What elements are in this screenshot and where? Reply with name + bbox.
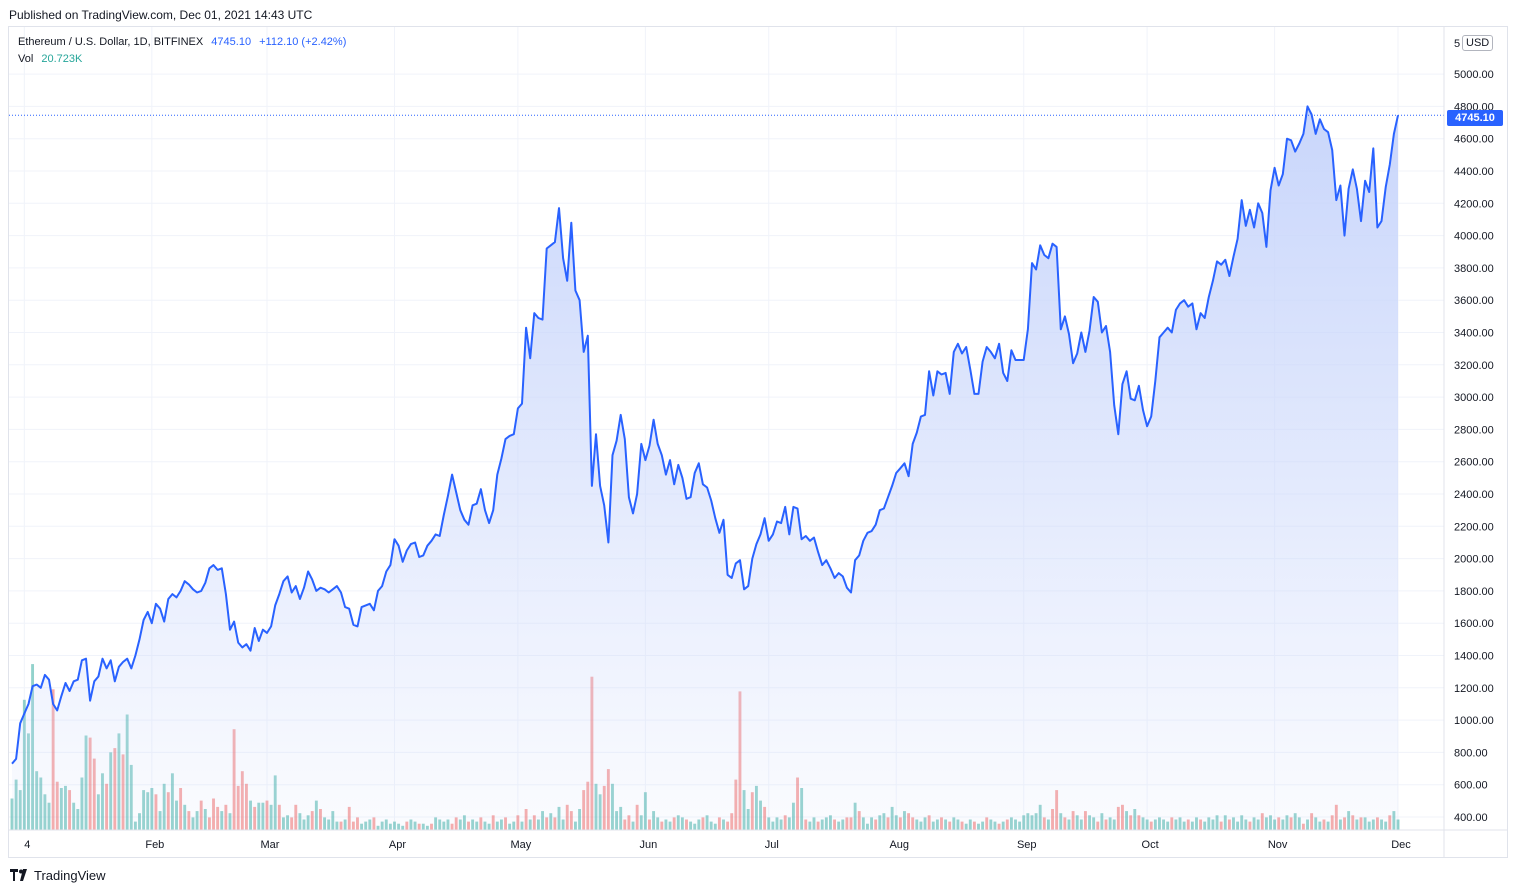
y-tick-label: 4200.00: [1454, 198, 1494, 210]
time-axis[interactable]: 4 Feb Mar Apr May Jun Jul Aug Sep Oct Nov Dec: [24, 839, 1411, 851]
x-tick-label: Jul: [765, 839, 779, 851]
x-tick-label: Jun: [639, 839, 657, 851]
x-tick-label: 4: [24, 839, 30, 851]
y-tick-label: 2200.00: [1454, 521, 1494, 533]
x-tick-label: Dec: [1391, 839, 1411, 851]
price-axis[interactable]: 400.00 600.00 800.00 1000.00 1200.00 1400.00 1…: [1454, 38, 1494, 824]
price-change: +112.10 (+2.42%): [259, 36, 346, 48]
y-tick-label: 1400.00: [1454, 651, 1494, 663]
x-tick-label: Mar: [261, 839, 280, 851]
current-price-label: 4745.10: [1447, 110, 1503, 126]
y-tick-label: 1200.00: [1454, 683, 1494, 695]
y-tick-label: 3200.00: [1454, 360, 1494, 372]
y-tick-label: 3000.00: [1454, 392, 1494, 404]
y-tick-label: 2400.00: [1454, 489, 1494, 501]
y-tick-label: 4400.00: [1454, 166, 1494, 178]
x-tick-label: Sep: [1017, 839, 1037, 851]
y-tick-label: 4000.00: [1454, 231, 1494, 243]
tradingview-brand: TradingView: [34, 868, 106, 883]
symbol-legend[interactable]: Ethereum / U.S. Dollar, 1D, BITFINEX 474…: [18, 36, 351, 48]
last-price: 4745.10: [211, 36, 251, 48]
symbol-title[interactable]: Ethereum / U.S. Dollar, 1D, BITFINEX: [18, 36, 203, 48]
tradingview-logo-icon: [10, 869, 30, 881]
y-tick-label: 800.00: [1454, 747, 1488, 759]
y-tick-label: 2600.00: [1454, 457, 1494, 469]
y-tick-label: 2000.00: [1454, 554, 1494, 566]
x-tick-label: Nov: [1268, 839, 1288, 851]
x-tick-label: Apr: [389, 839, 406, 851]
y-tick-label: 1800.00: [1454, 586, 1494, 598]
y-tick-label-partial: 5: [1454, 38, 1460, 50]
y-tick-label: 4600.00: [1454, 134, 1494, 146]
volume-legend[interactable]: Vol 20.723K: [18, 53, 87, 65]
tradingview-footer[interactable]: TradingView: [10, 866, 106, 884]
y-tick-label: 2800.00: [1454, 424, 1494, 436]
volume-value: 20.723K: [41, 53, 82, 65]
x-tick-label: May: [510, 839, 531, 851]
y-tick-label: 5000.00: [1454, 69, 1494, 81]
y-tick-label: 1600.00: [1454, 618, 1494, 630]
x-tick-label: Feb: [145, 839, 164, 851]
y-tick-label: 600.00: [1454, 780, 1488, 792]
volume-label: Vol: [18, 53, 33, 65]
y-tick-label: 400.00: [1454, 812, 1488, 824]
y-tick-label: 3400.00: [1454, 328, 1494, 340]
price-area-fill: [12, 106, 1398, 830]
y-tick-label: 3600.00: [1454, 295, 1494, 307]
y-tick-label: 1000.00: [1454, 715, 1494, 727]
x-tick-label: Oct: [1142, 839, 1159, 851]
currency-button[interactable]: USD: [1462, 35, 1493, 51]
x-tick-label: Aug: [889, 839, 909, 851]
y-tick-label: 3800.00: [1454, 263, 1494, 275]
